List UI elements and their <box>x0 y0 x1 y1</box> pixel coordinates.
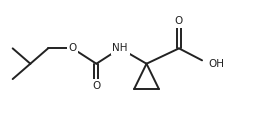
Text: O: O <box>175 16 183 26</box>
Text: O: O <box>92 81 101 91</box>
Text: OH: OH <box>209 59 225 69</box>
Text: NH: NH <box>112 43 128 53</box>
Text: O: O <box>68 43 77 53</box>
Text: H: H <box>116 43 124 53</box>
